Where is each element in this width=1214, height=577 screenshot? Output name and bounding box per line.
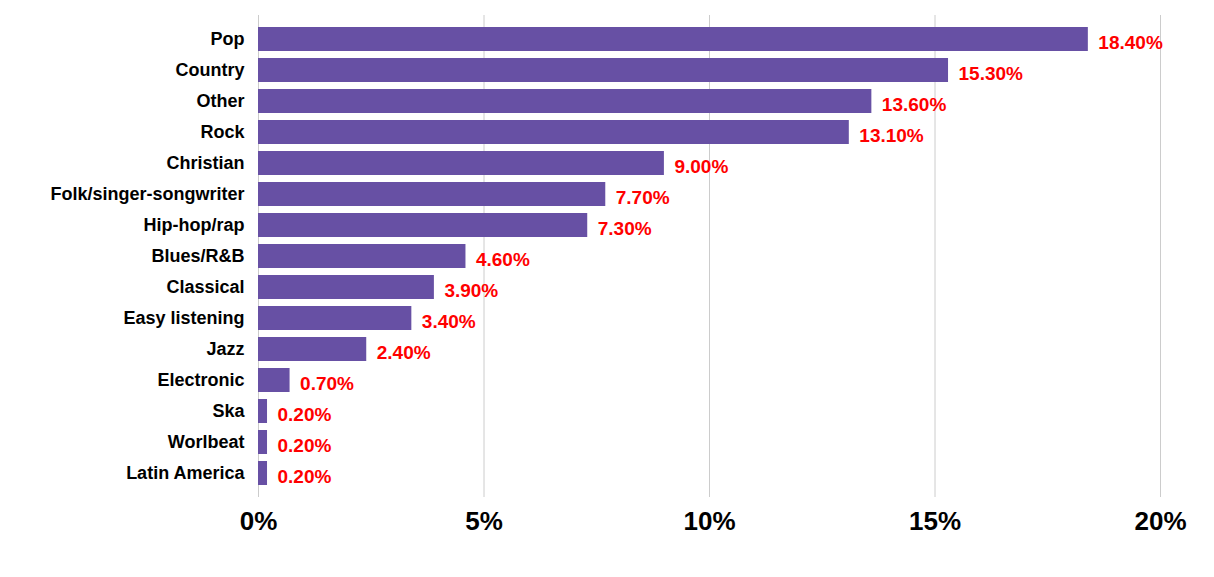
svg-text:18.40%: 18.40% bbox=[1098, 32, 1163, 53]
svg-text:7.30%: 7.30% bbox=[598, 218, 652, 239]
svg-text:13.60%: 13.60% bbox=[882, 94, 947, 115]
svg-text:9.00%: 9.00% bbox=[674, 156, 728, 177]
svg-text:Hip-hop/rap: Hip-hop/rap bbox=[144, 215, 245, 235]
svg-text:10%: 10% bbox=[683, 506, 735, 536]
svg-text:Blues/R&B: Blues/R&B bbox=[151, 246, 244, 266]
svg-text:Christian: Christian bbox=[166, 153, 244, 173]
svg-text:4.60%: 4.60% bbox=[476, 249, 530, 270]
svg-text:0.20%: 0.20% bbox=[278, 404, 332, 425]
svg-text:Other: Other bbox=[196, 91, 244, 111]
svg-text:Classical: Classical bbox=[166, 277, 244, 297]
svg-text:0.20%: 0.20% bbox=[278, 435, 332, 456]
svg-text:Latin America: Latin America bbox=[126, 463, 245, 483]
svg-text:Rock: Rock bbox=[200, 122, 245, 142]
svg-text:0.20%: 0.20% bbox=[278, 466, 332, 487]
svg-text:Jazz: Jazz bbox=[206, 339, 244, 359]
svg-text:20%: 20% bbox=[1134, 506, 1186, 536]
svg-text:Easy listening: Easy listening bbox=[123, 308, 244, 328]
svg-text:3.40%: 3.40% bbox=[422, 311, 476, 332]
svg-text:15%: 15% bbox=[909, 506, 961, 536]
svg-text:5%: 5% bbox=[465, 506, 503, 536]
svg-text:13.10%: 13.10% bbox=[859, 125, 924, 146]
svg-text:Worlbeat: Worlbeat bbox=[168, 432, 245, 452]
svg-text:0.70%: 0.70% bbox=[300, 373, 354, 394]
svg-text:Electronic: Electronic bbox=[157, 370, 244, 390]
svg-text:Ska: Ska bbox=[212, 401, 245, 421]
svg-text:7.70%: 7.70% bbox=[616, 187, 670, 208]
svg-text:0%: 0% bbox=[240, 506, 278, 536]
svg-text:Folk/singer-songwriter: Folk/singer-songwriter bbox=[50, 184, 244, 204]
svg-text:Country: Country bbox=[176, 60, 245, 80]
svg-text:Pop: Pop bbox=[211, 29, 245, 49]
svg-text:2.40%: 2.40% bbox=[377, 342, 431, 363]
svg-text:15.30%: 15.30% bbox=[959, 63, 1024, 84]
svg-text:3.90%: 3.90% bbox=[444, 280, 498, 301]
